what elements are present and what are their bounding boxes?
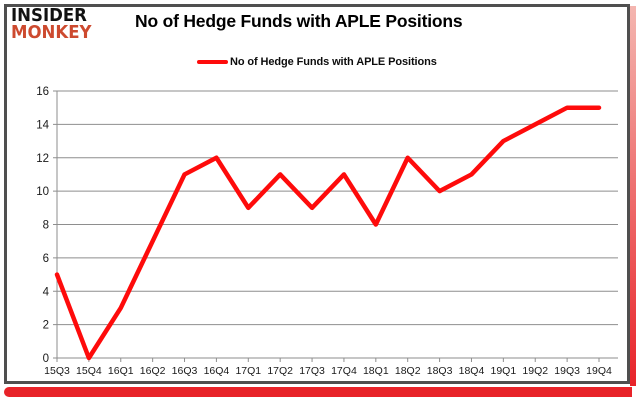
y-tick-label: 8 [43, 220, 49, 232]
x-tick-label: 17Q3 [299, 365, 325, 377]
x-tick-label: 19Q3 [554, 365, 580, 377]
right-shadow-strip [630, 6, 636, 386]
bottom-red-bar [4, 387, 632, 397]
x-tick-label: 16Q2 [140, 365, 166, 377]
legend: No of Hedge Funds with APLE Positions [197, 56, 437, 68]
x-tick-label: 17Q4 [331, 365, 357, 377]
x-tick-label: 19Q1 [491, 365, 517, 377]
legend-line-swatch [197, 60, 228, 64]
logo-line-insider: INSIDER [11, 5, 87, 26]
x-tick-label: 15Q4 [76, 365, 102, 377]
x-tick-label: 16Q1 [108, 365, 134, 377]
x-tick-label: 16Q3 [172, 365, 198, 377]
x-tick-label: 19Q4 [586, 365, 612, 377]
chart-frame [4, 4, 630, 384]
x-tick-label: 17Q2 [267, 365, 293, 377]
x-tick-label: 18Q4 [459, 365, 485, 377]
x-tick-label: 17Q1 [235, 365, 261, 377]
x-tick-label: 19Q2 [522, 365, 548, 377]
x-tick-label: 15Q3 [44, 365, 70, 377]
y-tick-label: 0 [43, 353, 49, 365]
x-tick-label: 16Q4 [204, 365, 230, 377]
y-tick-label: 2 [43, 320, 49, 332]
y-tick-label: 14 [36, 119, 49, 131]
x-tick-label: 18Q2 [395, 365, 421, 377]
y-tick-label: 10 [36, 186, 49, 198]
logo-line-monkey: MONKEY [11, 21, 92, 43]
y-tick-label: 12 [36, 153, 49, 165]
x-tick-label: 18Q3 [427, 365, 453, 377]
legend-label: No of Hedge Funds with APLE Positions [230, 56, 437, 68]
x-tick-label: 18Q1 [363, 365, 389, 377]
chart-title: No of Hedge Funds with APLE Positions [135, 11, 463, 31]
series-line [54, 105, 602, 361]
y-tick-label: 16 [36, 86, 49, 98]
y-tick-label: 6 [43, 253, 49, 265]
insider-monkey-logo: INSIDER MONKEY [11, 5, 92, 43]
y-tick-label: 4 [43, 286, 50, 298]
